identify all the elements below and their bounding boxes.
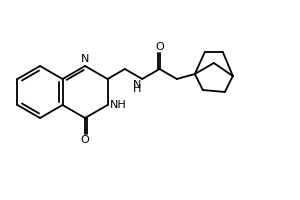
Text: O: O xyxy=(81,135,89,145)
Text: O: O xyxy=(155,42,164,51)
Text: N: N xyxy=(81,54,89,64)
Text: N: N xyxy=(133,80,141,90)
Text: H: H xyxy=(133,84,141,94)
Text: NH: NH xyxy=(110,100,126,110)
